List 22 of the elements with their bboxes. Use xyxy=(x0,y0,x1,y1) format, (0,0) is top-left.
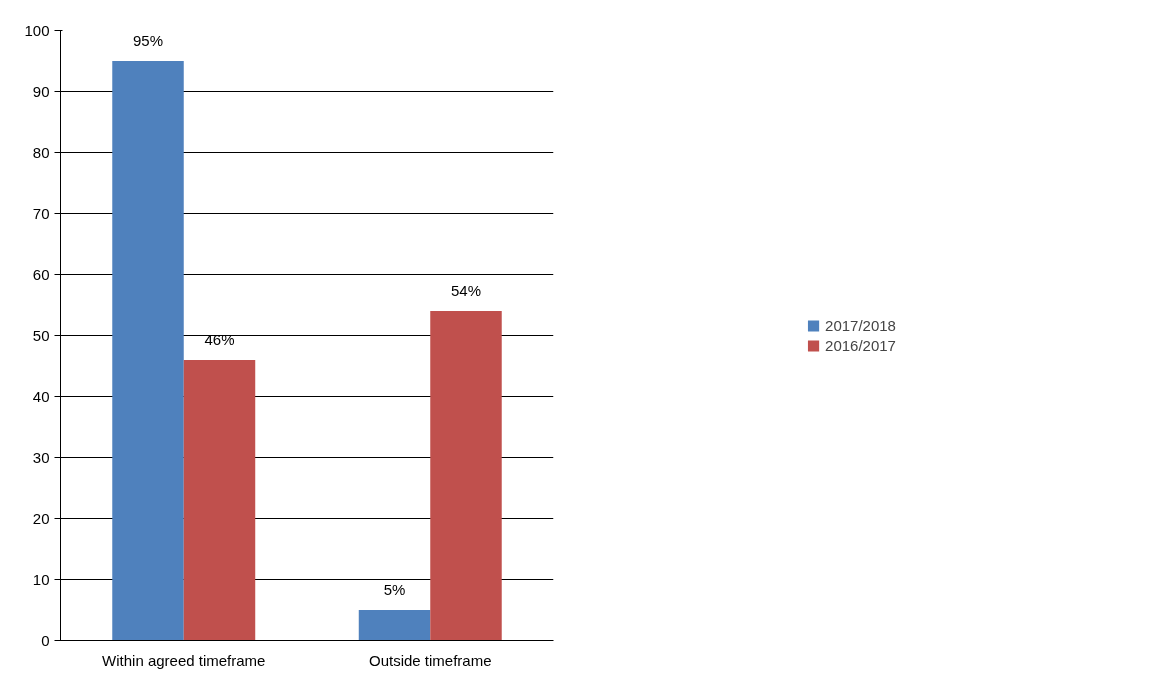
y-tick-label: 50 xyxy=(32,326,50,344)
bar xyxy=(112,61,184,641)
x-tick-label: Outside timeframe xyxy=(368,651,492,669)
legend-label: 2017/2018 xyxy=(825,316,896,334)
y-tick-label: 10 xyxy=(32,570,50,588)
legend-label: 2016/2017 xyxy=(825,336,896,354)
y-tick-label: 20 xyxy=(32,509,50,527)
bar xyxy=(358,610,431,641)
y-tick-label: 0 xyxy=(41,631,50,649)
y-tick-label: 30 xyxy=(32,448,50,466)
y-tick-label: 80 xyxy=(32,143,50,161)
x-tick-label: Within agreed timeframe xyxy=(102,651,266,669)
data-label: 54% xyxy=(450,282,482,300)
y-tick-label: 100 xyxy=(24,21,50,39)
bar xyxy=(430,311,502,641)
y-tick-label: 40 xyxy=(32,387,50,405)
data-label: 5% xyxy=(383,581,406,598)
data-label: 95% xyxy=(133,32,164,49)
y-tick-label: 70 xyxy=(32,204,50,222)
y-tick-label: 90 xyxy=(32,82,50,100)
bar xyxy=(183,359,256,641)
y-tick-label: 60 xyxy=(32,265,50,283)
